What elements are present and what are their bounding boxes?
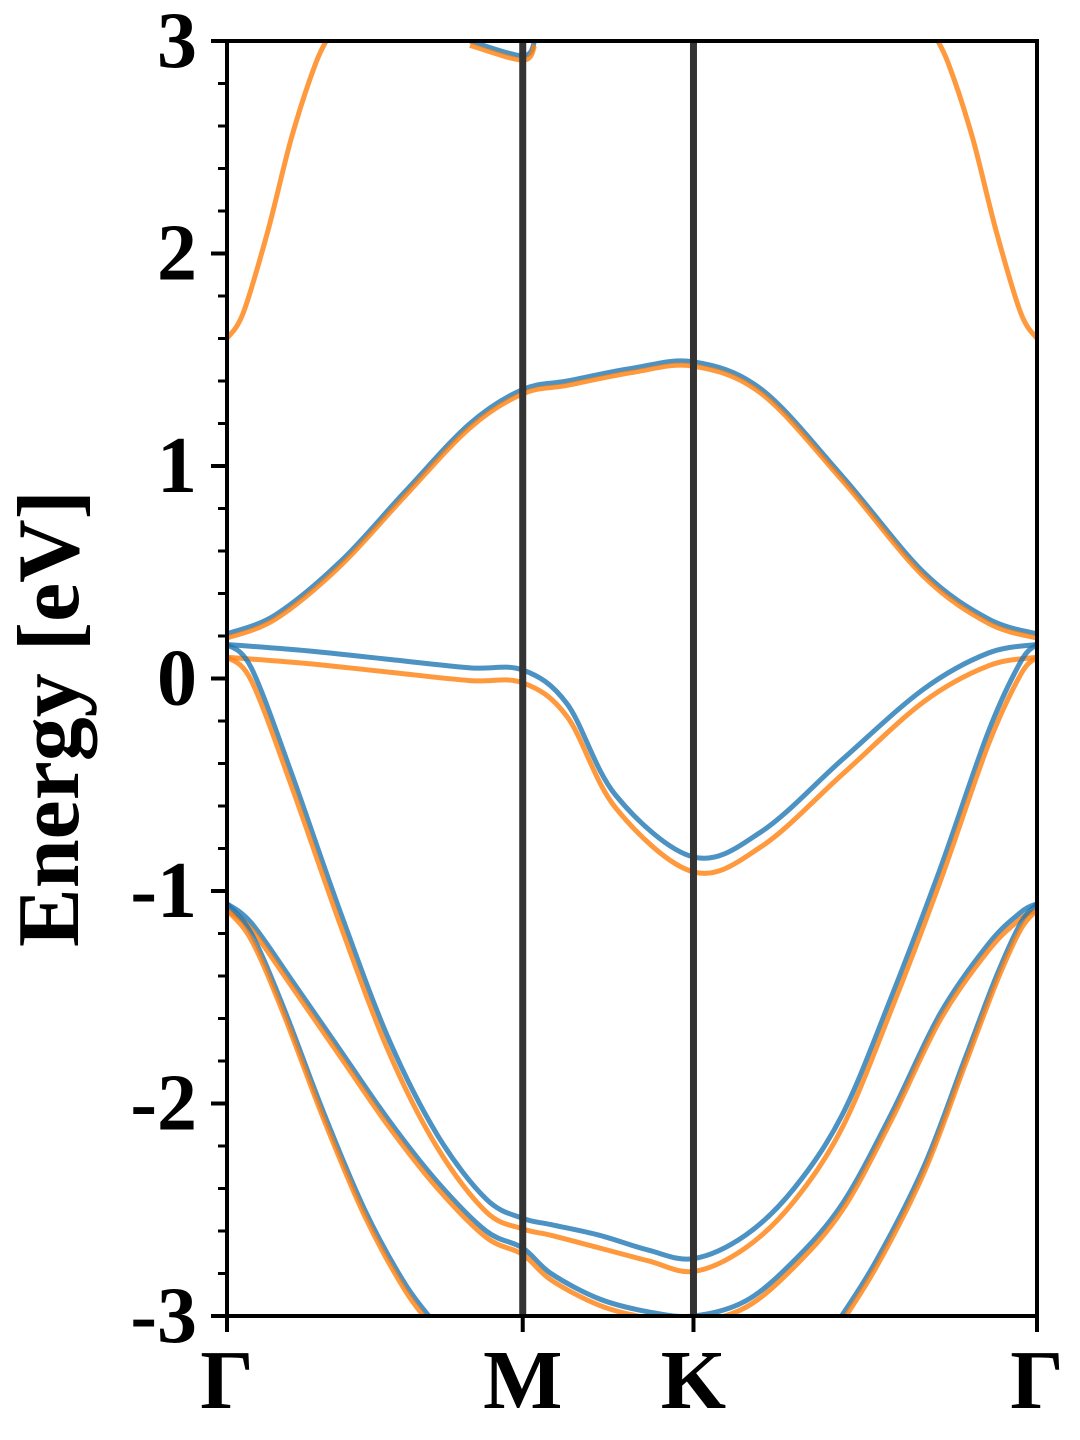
band-line-5 (227, 642, 1037, 1262)
band-line-3 (227, 642, 1037, 861)
y-tick-label: -2 (130, 1060, 197, 1148)
y-tick-label: -1 (130, 847, 197, 935)
kpoint-label: Γ (200, 1334, 253, 1427)
band-line-1 (227, 358, 1037, 637)
band-series-layer (227, 41, 1037, 1316)
band-line-13 (227, 41, 330, 340)
band-line-11 (838, 902, 1037, 1316)
band-line-6 (227, 655, 1037, 1275)
y-tick-label: 3 (157, 0, 197, 85)
y-tick-label: 1 (157, 422, 197, 510)
y-tick-label: 0 (157, 635, 197, 723)
kpoint-label: Γ (1010, 1334, 1063, 1427)
kpoint-vertical-lines (519, 41, 697, 1316)
band-line-10 (227, 908, 427, 1316)
band-line-14 (934, 41, 1037, 341)
y-axis-label: Energy [eV] (1, 490, 98, 947)
band-line-9 (227, 902, 433, 1316)
axes-frame (225, 39, 1039, 1318)
band-line-12 (842, 908, 1037, 1316)
band-line-4 (227, 654, 1037, 876)
y-axis-ticks: -3 -2 -1 0 1 2 3 (130, 0, 227, 1360)
y-tick-label: 2 (157, 210, 197, 298)
band-line-8 (227, 907, 1037, 1316)
band-line-7 (227, 901, 1037, 1316)
kpoint-label: K (661, 1334, 726, 1427)
y-tick-label: -3 (130, 1272, 197, 1360)
kpoint-label: M (483, 1334, 562, 1427)
band-line-2 (227, 362, 1037, 641)
